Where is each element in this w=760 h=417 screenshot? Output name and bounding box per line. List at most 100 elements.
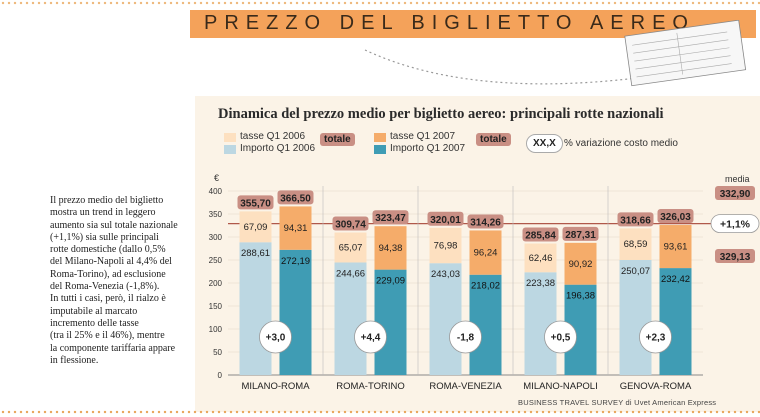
data-label: 229,09	[376, 276, 405, 287]
total-badge	[237, 195, 274, 210]
total-label: 314,26	[470, 217, 501, 228]
side-description: Il prezzo medio del biglietto mostra un …	[50, 195, 178, 366]
legend-variation-label: % variazione costo medio	[564, 138, 678, 149]
bar-importo-2006	[429, 263, 462, 375]
total-badge	[332, 216, 369, 231]
legend-label-importo-2007: Importo Q1 2007	[390, 143, 466, 154]
bar-importo-2006	[619, 259, 652, 375]
bottom-dotted-border	[0, 409, 760, 415]
data-label: 288,61	[241, 248, 270, 259]
data-label: 243,03	[431, 269, 460, 280]
chart-title: Dinamica del prezzo medio per biglietto …	[218, 106, 664, 122]
total-label: 366,50	[280, 193, 311, 204]
total-label: 309,74	[335, 220, 366, 231]
category-label: ROMA-TORINO	[336, 381, 404, 392]
y-tick-label: 250	[209, 256, 223, 265]
variation-label: +0,5	[551, 333, 571, 344]
total-label: 355,70	[240, 198, 271, 209]
bar-importo-2006	[334, 262, 367, 375]
data-label: 76,98	[434, 241, 458, 252]
data-label: 65,07	[339, 242, 363, 253]
bar-importo-2007	[659, 268, 692, 375]
dotted-flight-path	[364, 49, 661, 85]
data-label: 62,46	[529, 253, 553, 264]
media-2006-badge	[715, 249, 755, 263]
bar-importo-2007	[374, 269, 407, 375]
variation-circle	[354, 320, 387, 354]
total-badge	[467, 214, 504, 229]
y-tick-label: 0	[218, 371, 223, 380]
bar-tasse-2007	[659, 225, 692, 269]
total-label: 326,03	[660, 212, 691, 223]
variation-label: +3,0	[266, 333, 286, 344]
y-tick-label: 100	[209, 325, 223, 334]
legend-swatch-tasse-2006	[224, 133, 236, 142]
data-label: 93,61	[664, 242, 688, 253]
media-variation-pill	[710, 214, 760, 234]
legend-swatch-importo-2007	[374, 145, 386, 154]
variation-label: +4,4	[361, 333, 381, 344]
data-label: 196,38	[566, 291, 595, 302]
data-label: 232,42	[661, 274, 690, 285]
y-tick-label: 150	[209, 302, 223, 311]
bar-tasse-2007	[279, 206, 312, 250]
legend-variation-symbol: XX,X	[526, 134, 563, 153]
data-label: 223,38	[526, 278, 555, 289]
variation-label: -1,8	[457, 333, 475, 344]
y-tick-label: 300	[209, 233, 223, 242]
data-label: 218,02	[471, 281, 500, 292]
legend-totale-2006: totale	[320, 133, 355, 146]
data-label: 250,07	[621, 266, 650, 277]
total-label: 318,66	[620, 215, 651, 226]
total-label: 323,47	[375, 213, 406, 224]
legend-label-importo-2006: Importo Q1 2006	[240, 143, 316, 154]
variation-label: +2,3	[646, 333, 666, 344]
legend-label-tasse-2007: tasse Q1 2007	[390, 131, 456, 142]
bar-importo-2007	[279, 249, 312, 375]
total-badge	[562, 226, 599, 241]
total-badge	[427, 211, 464, 226]
data-label: 90,92	[569, 259, 593, 270]
variation-circle	[544, 320, 577, 354]
category-label: MILANO-NAPOLI	[523, 381, 597, 392]
media-2006-value: 329,13	[720, 252, 751, 263]
media-variation-value: +1,1%	[720, 219, 751, 231]
bar-tasse-2007	[564, 242, 597, 285]
data-label: 96,24	[474, 248, 498, 259]
page-title: PREZZO DEL BIGLIETTO AEREO	[204, 12, 695, 34]
bar-tasse-2007	[469, 230, 502, 275]
bar-tasse-2006	[334, 232, 367, 263]
media-2007-badge	[715, 186, 755, 200]
top-dotted-border	[0, 0, 760, 10]
legend-swatch-importo-2006	[224, 145, 236, 154]
y-tick-label: 200	[209, 279, 223, 288]
data-label: 67,09	[244, 222, 268, 233]
legend-swatch-tasse-2007	[374, 133, 386, 142]
bar-tasse-2006	[619, 228, 652, 260]
source-footer: BUSINESS TRAVEL SURVEY di Uvet American …	[518, 398, 717, 407]
y-tick-label: 350	[209, 210, 223, 219]
category-label: MILANO-ROMA	[241, 381, 310, 392]
bar-importo-2006	[239, 242, 272, 375]
category-label: GENOVA-ROMA	[620, 381, 692, 392]
bar-tasse-2006	[239, 211, 272, 243]
total-badge	[277, 190, 314, 205]
y-tick-label: 50	[213, 348, 222, 357]
data-label: 94,31	[284, 223, 308, 234]
legend-totale-2007: totale	[476, 133, 511, 146]
total-badge	[372, 210, 409, 225]
bar-tasse-2006	[524, 243, 557, 273]
media-2007-value: 332,90	[720, 189, 751, 200]
bar-tasse-2007	[374, 226, 407, 270]
total-badge	[657, 209, 694, 224]
data-label: 68,59	[624, 239, 648, 250]
data-label: 94,38	[379, 243, 403, 254]
category-label: ROMA-VENEZIA	[429, 381, 502, 392]
legend-label-tasse-2006: tasse Q1 2006	[240, 131, 306, 142]
y-axis-unit: €	[214, 173, 219, 183]
y-tick-label: 400	[209, 187, 223, 196]
bar-tasse-2006	[429, 227, 462, 264]
total-label: 285,84	[525, 231, 556, 242]
data-label: 244,66	[336, 268, 365, 279]
data-label: 272,19	[281, 256, 310, 267]
